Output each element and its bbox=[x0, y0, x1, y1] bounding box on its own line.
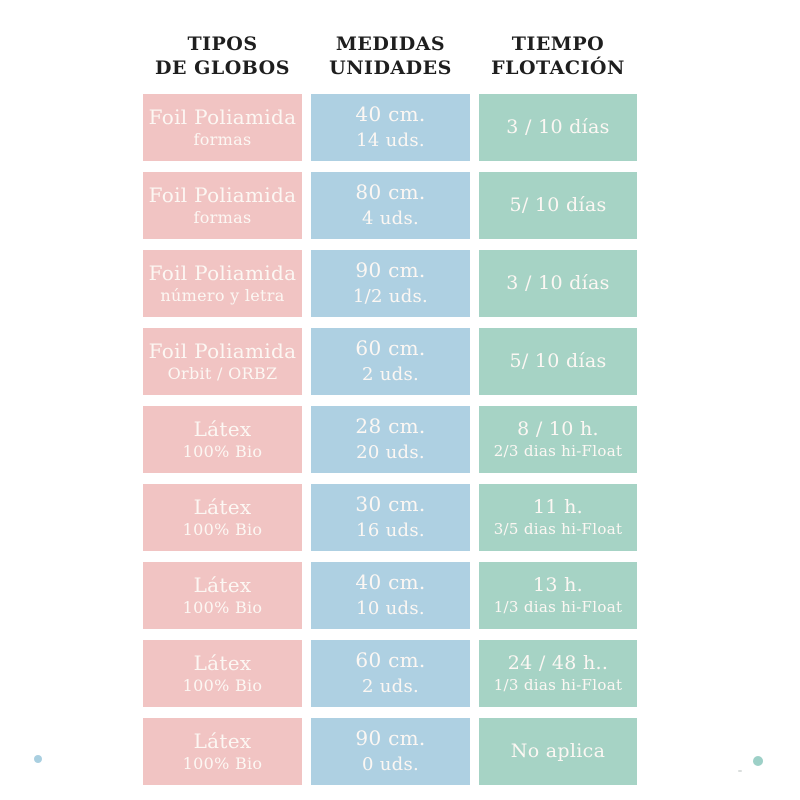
cell-balloon-type: Látex 100% Bio bbox=[143, 718, 302, 785]
cell-size-units: 40 cm. 10 uds. bbox=[311, 562, 470, 629]
cell-line: número y letra bbox=[160, 286, 285, 305]
cell-line: 3/5 dias hi-Float bbox=[493, 520, 623, 538]
cell-line: Látex bbox=[193, 495, 252, 519]
cell-line: formas bbox=[193, 130, 252, 149]
column-header-medidas: MEDIDAS UNIDADES bbox=[311, 30, 470, 83]
cell-line: Látex bbox=[193, 729, 252, 753]
decorative-teal-dot bbox=[753, 756, 763, 766]
cell-float-time: 24 / 48 h.. 1/3 dias hi-Float bbox=[479, 640, 637, 707]
cell-float-time: 5/ 10 días bbox=[479, 328, 637, 395]
cell-balloon-type: Látex 100% Bio bbox=[143, 640, 302, 707]
cell-line: Látex bbox=[193, 417, 252, 441]
cell-float-time: 3 / 10 días bbox=[479, 94, 637, 161]
cell-line: 24 / 48 h.. bbox=[507, 652, 609, 675]
cell-line: 80 cm. bbox=[355, 180, 426, 205]
header-line: UNIDADES bbox=[329, 56, 452, 79]
cell-balloon-type: Foil Poliamida formas bbox=[143, 172, 302, 239]
cell-line: 5/ 10 días bbox=[509, 193, 607, 216]
cell-line: 30 cm. bbox=[355, 492, 426, 517]
cell-balloon-type: Látex 100% Bio bbox=[143, 484, 302, 551]
cell-float-time: 5/ 10 días bbox=[479, 172, 637, 239]
cell-float-time: No aplica bbox=[479, 718, 637, 785]
cell-line: 100% Bio bbox=[182, 520, 263, 539]
cell-line: Foil Poliamida bbox=[148, 105, 297, 129]
cell-line: 20 uds. bbox=[356, 442, 425, 464]
column-header-tipos: TIPOS DE GLOBOS bbox=[143, 30, 302, 83]
cell-line: 40 cm. bbox=[355, 570, 426, 595]
cell-line: 40 cm. bbox=[355, 102, 426, 127]
cell-line: 100% Bio bbox=[182, 442, 263, 461]
cell-line: 4 uds. bbox=[361, 208, 420, 230]
cell-line: 11 h. bbox=[533, 496, 583, 519]
cell-line: Foil Poliamida bbox=[148, 261, 297, 285]
cell-size-units: 80 cm. 4 uds. bbox=[311, 172, 470, 239]
header-line: MEDIDAS bbox=[335, 32, 446, 55]
cell-float-time: 11 h. 3/5 dias hi-Float bbox=[479, 484, 637, 551]
cell-balloon-type: Látex 100% Bio bbox=[143, 562, 302, 629]
cell-balloon-type: Foil Poliamida número y letra bbox=[143, 250, 302, 317]
cell-line: 2 uds. bbox=[361, 364, 420, 386]
cell-size-units: 60 cm. 2 uds. bbox=[311, 328, 470, 395]
header-line: TIPOS bbox=[187, 32, 258, 55]
cell-float-time: 8 / 10 h. 2/3 dias hi-Float bbox=[479, 406, 637, 473]
cell-line: 60 cm. bbox=[355, 336, 426, 361]
cell-size-units: 28 cm. 20 uds. bbox=[311, 406, 470, 473]
cell-line: 1/2 uds. bbox=[352, 286, 429, 308]
cell-balloon-type: Foil Poliamida formas bbox=[143, 94, 302, 161]
cell-size-units: 90 cm. 0 uds. bbox=[311, 718, 470, 785]
cell-line: Látex bbox=[193, 651, 252, 675]
cell-line: 2/3 dias hi-Float bbox=[493, 442, 623, 460]
cell-line: 2 uds. bbox=[361, 676, 420, 698]
cell-line: 100% Bio bbox=[182, 754, 263, 773]
decorative-blue-dot bbox=[34, 755, 42, 763]
cell-line: Foil Poliamida bbox=[148, 183, 297, 207]
cell-balloon-type: Látex 100% Bio bbox=[143, 406, 302, 473]
cell-line: 14 uds. bbox=[356, 130, 425, 152]
cell-float-time: 13 h. 1/3 dias hi-Float bbox=[479, 562, 637, 629]
header-line: TIEMPO bbox=[511, 32, 605, 55]
cell-float-time: 3 / 10 días bbox=[479, 250, 637, 317]
decorative-speck bbox=[738, 770, 742, 772]
cell-line: 1/3 dias hi-Float bbox=[493, 598, 623, 616]
cell-line: 0 uds. bbox=[361, 754, 420, 776]
column-header-tiempo: TIEMPO FLOTACIÓN bbox=[479, 30, 637, 83]
cell-line: 8 / 10 h. bbox=[517, 418, 599, 441]
cell-line: 90 cm. bbox=[355, 726, 426, 751]
cell-line: Orbit / ORBZ bbox=[167, 364, 278, 383]
cell-line: 100% Bio bbox=[182, 598, 263, 617]
cell-line: formas bbox=[193, 208, 252, 227]
cell-size-units: 90 cm. 1/2 uds. bbox=[311, 250, 470, 317]
cell-line: 10 uds. bbox=[356, 598, 425, 620]
cell-line: Foil Poliamida bbox=[148, 339, 297, 363]
cell-balloon-type: Foil Poliamida Orbit / ORBZ bbox=[143, 328, 302, 395]
cell-line: 13 h. bbox=[533, 574, 583, 597]
cell-line: 3 / 10 días bbox=[506, 115, 610, 138]
cell-line: No aplica bbox=[510, 739, 606, 762]
header-line: DE GLOBOS bbox=[155, 56, 290, 79]
cell-line: 1/3 dias hi-Float bbox=[493, 676, 623, 694]
cell-line: 90 cm. bbox=[355, 258, 426, 283]
cell-line: 3 / 10 días bbox=[506, 271, 610, 294]
cell-line: 5/ 10 días bbox=[509, 349, 607, 372]
cell-line: 28 cm. bbox=[355, 414, 426, 439]
cell-line: 16 uds. bbox=[356, 520, 425, 542]
header-line: FLOTACIÓN bbox=[491, 56, 625, 79]
cell-size-units: 60 cm. 2 uds. bbox=[311, 640, 470, 707]
cell-size-units: 30 cm. 16 uds. bbox=[311, 484, 470, 551]
cell-line: 100% Bio bbox=[182, 676, 263, 695]
cell-line: Látex bbox=[193, 573, 252, 597]
cell-line: 60 cm. bbox=[355, 648, 426, 673]
balloon-info-table: TIPOS DE GLOBOS MEDIDAS UNIDADES TIEMPO … bbox=[143, 30, 637, 785]
cell-size-units: 40 cm. 14 uds. bbox=[311, 94, 470, 161]
